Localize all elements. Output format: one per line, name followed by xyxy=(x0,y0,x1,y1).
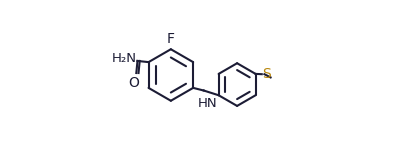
Text: F: F xyxy=(167,32,175,46)
Text: S: S xyxy=(262,67,271,81)
Text: HN: HN xyxy=(198,97,217,110)
Text: O: O xyxy=(129,76,140,90)
Text: H₂N: H₂N xyxy=(112,52,137,65)
